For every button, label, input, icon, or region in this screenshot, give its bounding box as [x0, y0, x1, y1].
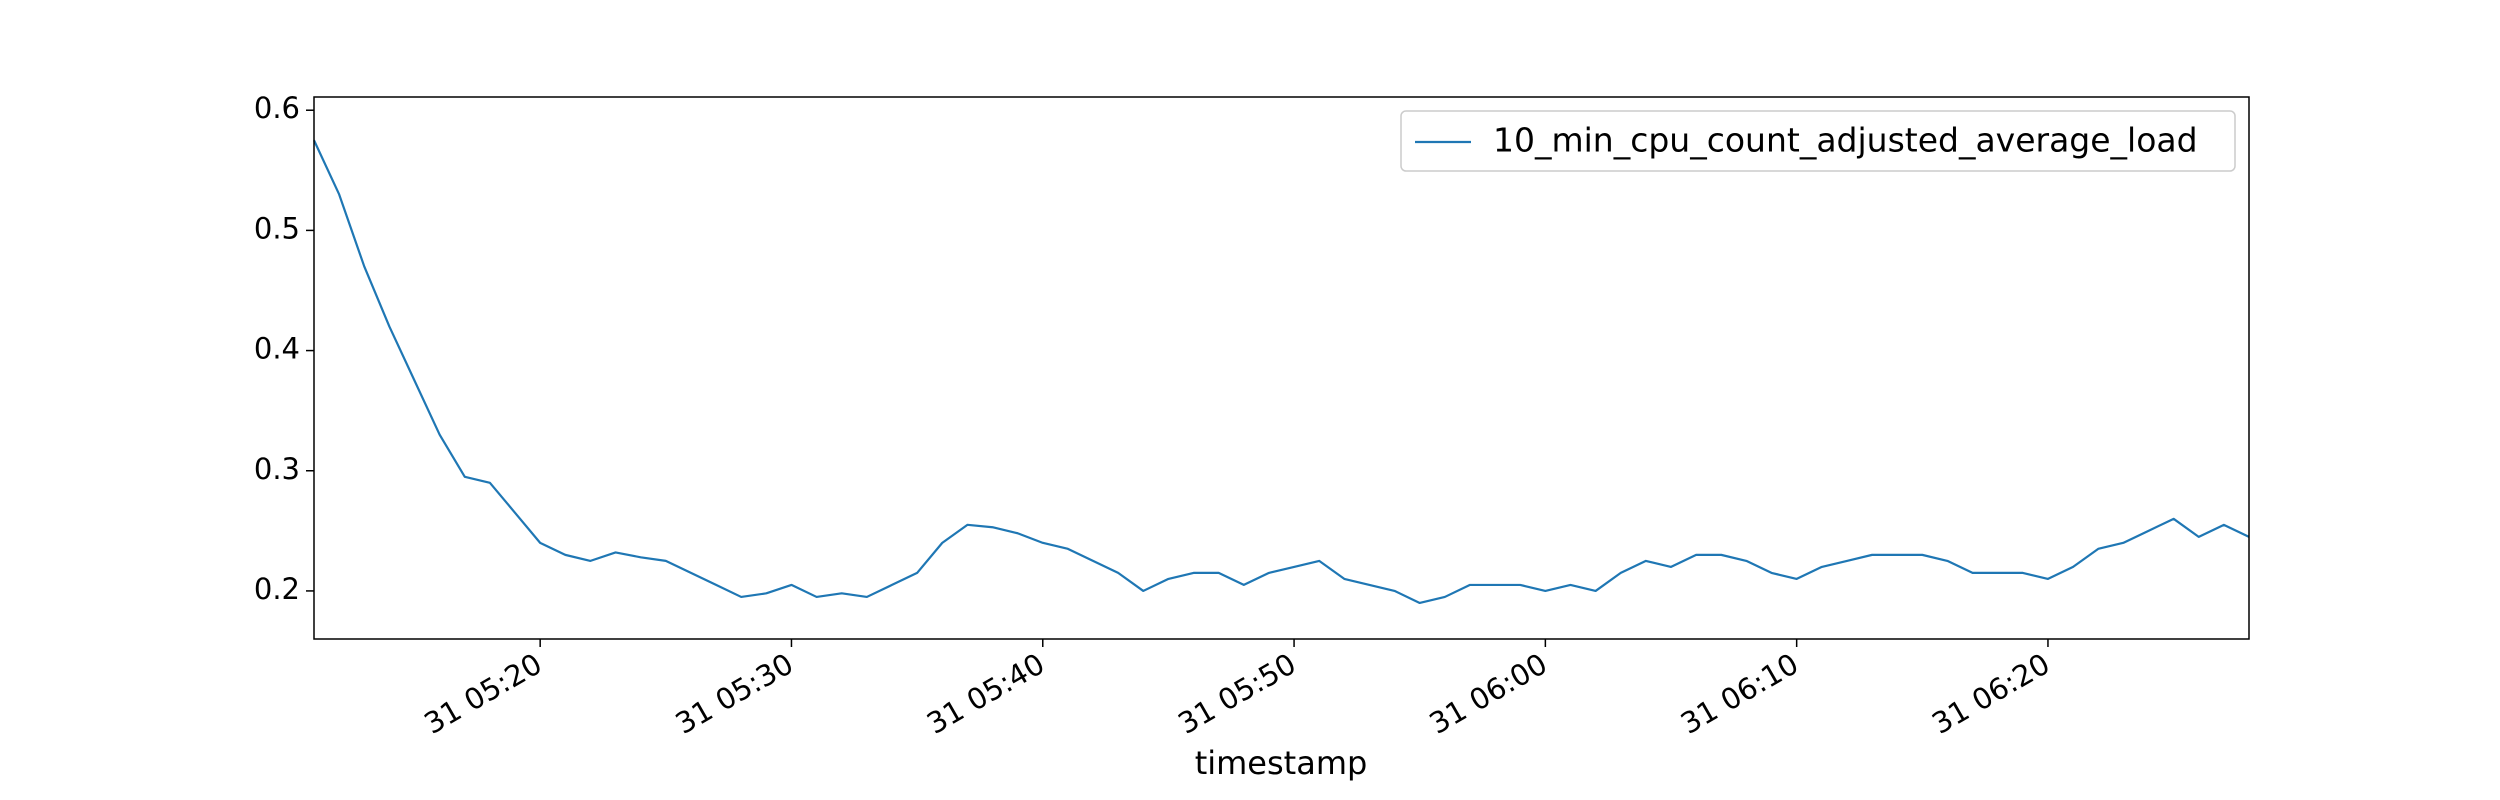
- x-tick-label: 31 05:50: [1172, 647, 1301, 741]
- x-axis-label: timestamp: [1195, 744, 1368, 782]
- y-tick-label: 0.3: [254, 452, 300, 486]
- y-tick-label: 0.4: [254, 332, 300, 366]
- legend-box: [1400, 110, 2236, 172]
- x-tick-label: 31 06:20: [1926, 647, 2055, 741]
- x-tick-label: 31 05:40: [921, 647, 1050, 741]
- x-tick-label: 31 05:20: [418, 647, 547, 741]
- y-tick-label: 0.5: [254, 211, 300, 245]
- y-tick-label: 0.2: [254, 572, 300, 606]
- series-line: [313, 139, 2250, 605]
- x-tick-label: 31 06:00: [1424, 647, 1553, 741]
- x-tick-label: 31 06:10: [1675, 647, 1804, 741]
- x-tick-label: 31 05:30: [670, 647, 799, 741]
- y-tick-label: 0.6: [254, 91, 300, 125]
- legend-label: 10_min_cpu_count_adjusted_average_load: [1493, 121, 2198, 160]
- axes-frame: [313, 96, 2250, 640]
